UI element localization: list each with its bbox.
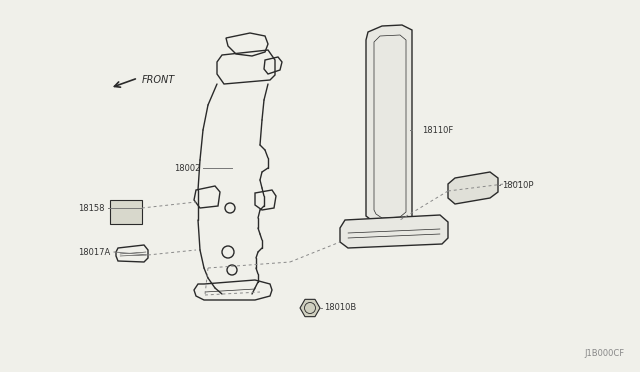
Text: FRONT: FRONT <box>142 75 175 85</box>
Text: 18110F: 18110F <box>422 125 453 135</box>
Text: 18010P: 18010P <box>502 180 534 189</box>
Text: 18002: 18002 <box>173 164 200 173</box>
Text: 18010B: 18010B <box>324 304 356 312</box>
Text: 18017A: 18017A <box>77 247 110 257</box>
Polygon shape <box>110 200 142 224</box>
Text: J1B000CF: J1B000CF <box>585 349 625 358</box>
Polygon shape <box>340 215 448 248</box>
Polygon shape <box>366 25 412 226</box>
Polygon shape <box>448 172 498 204</box>
Polygon shape <box>300 299 320 317</box>
Text: 18158: 18158 <box>79 203 105 212</box>
